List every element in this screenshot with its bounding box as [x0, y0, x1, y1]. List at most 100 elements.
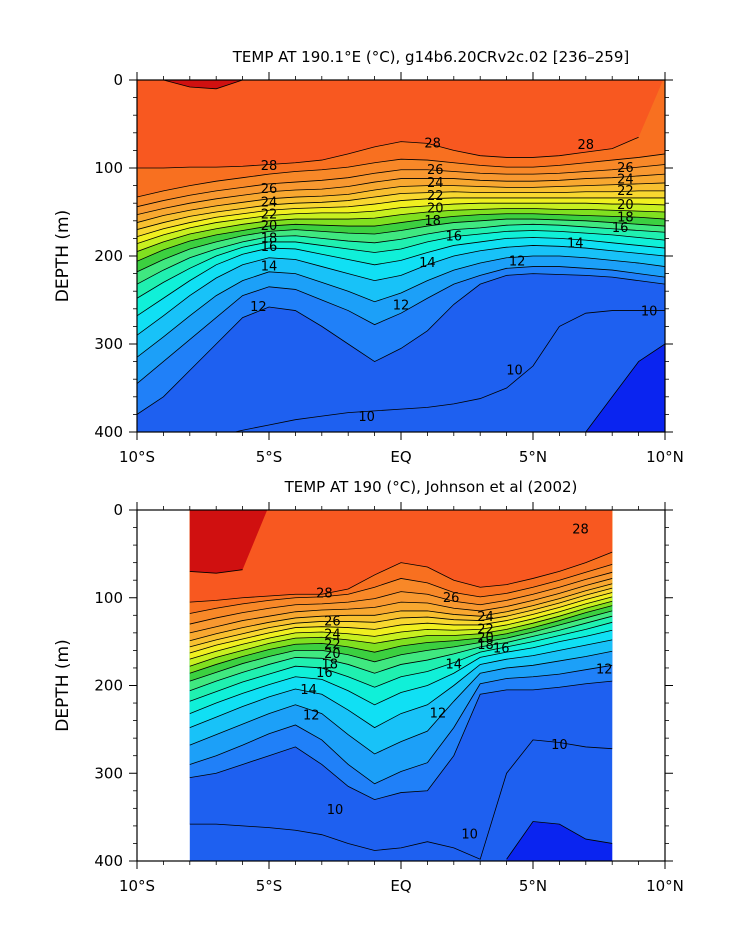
contour-label: 16: [612, 221, 629, 236]
contour-label: 18: [424, 214, 441, 229]
x-tick-label: EQ: [390, 448, 411, 466]
contour-label: 14: [567, 237, 584, 252]
contour-band-9: [506, 821, 613, 861]
contour-label: 20: [477, 631, 494, 646]
contour-label: 24: [261, 195, 278, 210]
isotherm-21: [137, 202, 665, 245]
contour-label: 26: [617, 161, 634, 176]
contour-label: 14: [446, 657, 463, 672]
isotherm-14: [189, 639, 613, 729]
y-tick-label: 0: [113, 71, 123, 89]
contour-label: 18: [477, 638, 494, 653]
y-axis-label: DEPTH (m): [53, 639, 73, 731]
isotherm-18: [137, 218, 665, 273]
x-tick-label: 10°S: [119, 877, 155, 895]
isotherm-9: [585, 343, 665, 432]
contour-label: 28: [261, 159, 278, 174]
contour-label: 18: [617, 210, 634, 225]
isotherm-25: [189, 578, 613, 634]
chart-title: TEMP AT 190.1°E (°C), g14b6.20CRv2c.02 […: [232, 48, 630, 66]
contour-label: 26: [427, 163, 444, 178]
isotherm-16: [137, 230, 665, 299]
isotherm-12: [189, 664, 613, 785]
isotherm-30: [189, 569, 243, 574]
x-tick-label: 10°S: [119, 448, 155, 466]
contour-label: 12: [509, 254, 526, 269]
isotherm-20: [137, 208, 665, 252]
contour-band-9: [585, 344, 665, 432]
contour-band-28: [189, 510, 613, 603]
isotherm-16: [189, 621, 613, 702]
contour-label: 24: [617, 172, 634, 187]
contour-label: 22: [427, 189, 444, 204]
contour-label: 26: [324, 614, 341, 629]
isotherm-23: [189, 587, 613, 648]
contour-label: 24: [324, 628, 341, 643]
y-tick-label: 0: [113, 501, 123, 519]
y-tick-label: 200: [94, 677, 123, 695]
contour-label: 12: [303, 708, 320, 723]
isotherm-21: [189, 596, 613, 660]
isotherm-22: [137, 197, 665, 238]
contour-label: 28: [578, 138, 595, 153]
isotherm-15: [189, 629, 613, 714]
isotherm-25: [137, 173, 665, 216]
isotherm-11: [189, 680, 613, 801]
contour-label: 16: [446, 230, 463, 245]
isotherm-27: [189, 564, 613, 614]
contour-label: 24: [477, 610, 494, 625]
isotherm-17: [189, 615, 613, 692]
contour-label: 16: [261, 240, 278, 255]
contour-label: 10: [551, 738, 568, 753]
isotherm-24: [189, 583, 613, 642]
isotherm-19: [137, 213, 665, 262]
contour-label: 28: [572, 522, 589, 537]
contour-label: 12: [430, 707, 447, 722]
chart-title: TEMP AT 190 (°C), Johnson et al (2002): [284, 478, 578, 496]
contour-label: 20: [617, 198, 634, 213]
isotherm-12: [137, 266, 665, 384]
isotherm-26: [189, 571, 613, 625]
isotherm-14: [137, 245, 665, 336]
isotherm-13: [137, 255, 665, 358]
contour-label: 26: [443, 591, 460, 606]
x-tick-label: EQ: [390, 877, 411, 895]
contour-label: 20: [324, 647, 341, 662]
contour-fills: [189, 510, 613, 861]
isotherm-30: [163, 80, 243, 90]
contour-label: 22: [477, 622, 494, 637]
contour-label: 10: [358, 410, 375, 425]
contour-band-28: [137, 80, 664, 168]
x-tick-label: 5°N: [519, 877, 547, 895]
contour-label: 14: [419, 256, 436, 271]
isotherm-10: [233, 310, 665, 432]
isotherm-19: [189, 605, 613, 674]
y-axis-label: DEPTH (m): [53, 210, 73, 302]
x-tick-label: 10°N: [646, 448, 684, 466]
x-tick-label: 5°N: [519, 448, 547, 466]
isotherm-28: [137, 136, 639, 169]
contour-label: 12: [393, 298, 410, 313]
contour-label: 10: [461, 828, 478, 843]
isotherm-24: [137, 182, 665, 223]
contour-label: 26: [261, 182, 278, 197]
contour-label: 28: [424, 136, 441, 151]
contour-label: 10: [506, 363, 523, 378]
contour-label: 28: [316, 586, 333, 601]
contour-label: 12: [596, 663, 613, 678]
isotherm-27: [137, 153, 665, 198]
isotherm-11: [137, 273, 665, 415]
contour-label: 18: [321, 657, 338, 672]
contour-fills: [137, 80, 665, 432]
isotherm-26: [137, 164, 665, 208]
x-tick-label: 10°N: [646, 877, 684, 895]
contour-label: 22: [617, 184, 634, 199]
contour-label: 20: [261, 219, 278, 234]
contour-label: 24: [427, 176, 444, 191]
isotherm-13: [189, 650, 613, 755]
isotherm-15: [137, 237, 665, 317]
